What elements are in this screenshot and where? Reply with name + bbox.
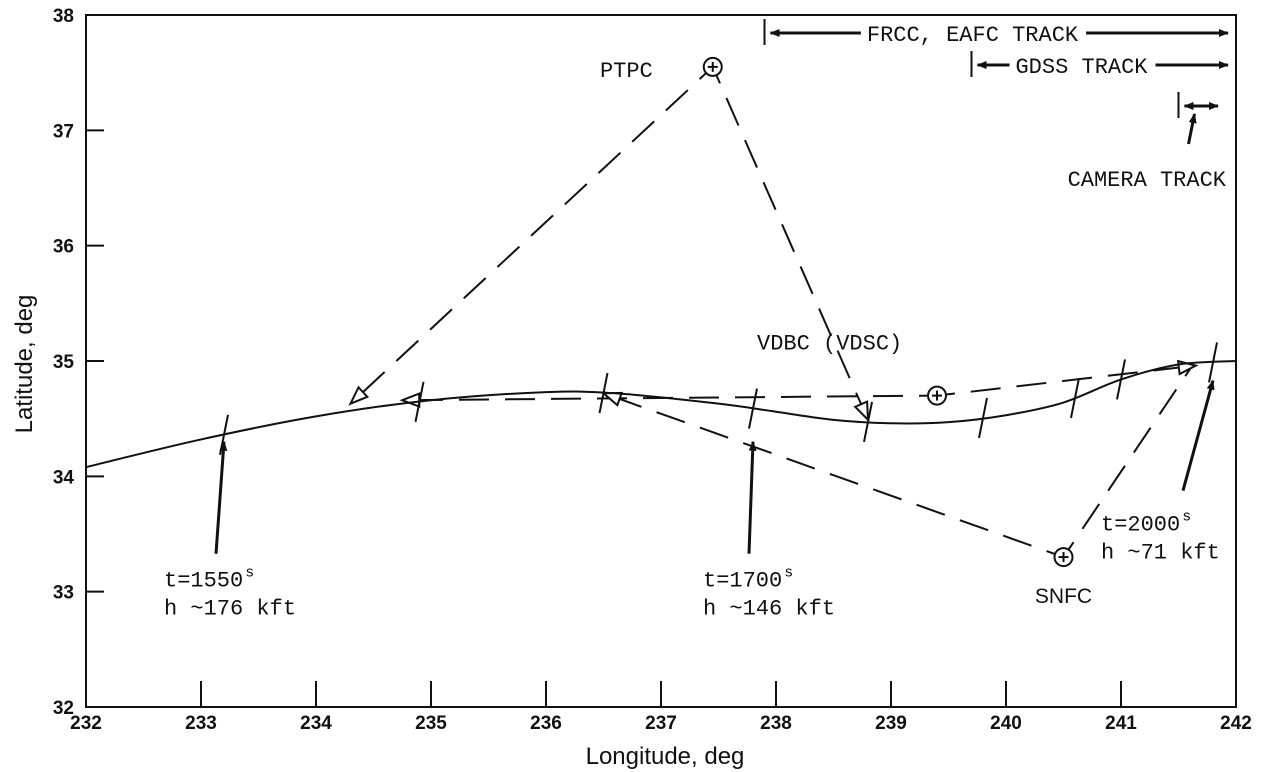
camera-pointer-arrow — [1187, 113, 1197, 145]
trajectory-time-tick — [414, 381, 425, 423]
x-tick-label: 240 — [990, 713, 1022, 734]
t1700-arrow — [747, 440, 757, 554]
y-tick-label: 38 — [53, 6, 74, 27]
axis-ticks: 232 233 234 235 236 237 238 239 240 241 242 32 33 34 3… — [53, 6, 1252, 734]
stations: PTPC VDBC (VDSC) SNFC — [600, 56, 1092, 608]
t2000-time-label: t=2000 — [1101, 513, 1180, 538]
trajectory-time-tick — [598, 372, 609, 414]
sight-line — [711, 66, 869, 421]
x-tick-label: 232 — [70, 713, 102, 734]
y-tick-label: 34 — [53, 467, 75, 488]
x-tick-label: 236 — [530, 713, 562, 734]
y-axis-title: Latitude, deg — [11, 295, 38, 434]
vdbc-label: VDBC (VDSC) — [757, 332, 902, 357]
trajectory-time-tick — [748, 388, 758, 429]
t2000-time-unit: s — [1182, 509, 1191, 526]
trajectory-time-tick — [1208, 342, 1218, 383]
trajectory-time-tick — [1070, 377, 1080, 419]
y-tick-label: 37 — [53, 121, 74, 142]
frcc-eafc-label: FRCC, EAFC TRACK — [867, 23, 1079, 48]
x-tick-label: 237 — [645, 713, 677, 734]
x-axis-title: Longitude, deg — [586, 743, 745, 770]
open-arrowhead — [853, 400, 870, 423]
trajectory-line — [85, 360, 1237, 469]
t1700-time-unit: s — [784, 565, 793, 582]
t1550-time-unit: s — [245, 565, 254, 582]
x-tick-label: 242 — [1220, 713, 1252, 734]
t1700-time-label: t=1700 — [703, 569, 782, 594]
gdss-label: GDSS TRACK — [1015, 55, 1148, 80]
y-tick-label: 32 — [53, 698, 74, 719]
x-tick-label: 233 — [185, 713, 217, 734]
sight-line — [603, 392, 1064, 559]
sight-lines — [348, 66, 1199, 559]
y-tick-label: 33 — [53, 583, 74, 604]
x-tick-label: 239 — [875, 713, 907, 734]
trajectory-time-tick — [1116, 359, 1126, 400]
y-tick-label: 36 — [53, 237, 74, 258]
sight-line — [936, 364, 1196, 397]
camera-label: CAMERA TRACK — [1068, 168, 1227, 193]
t1550-time-label: t=1550 — [164, 569, 243, 594]
x-tick-label: 234 — [300, 713, 332, 734]
snfc-label: SNFC — [1035, 585, 1092, 608]
x-tick-label: 238 — [760, 713, 792, 734]
trajectory — [85, 342, 1237, 469]
trajectory-time-tick — [863, 401, 873, 443]
open-arrowhead — [399, 392, 421, 409]
x-tick-label: 241 — [1105, 713, 1137, 734]
ptpc-label: PTPC — [600, 59, 653, 84]
t1550-arrow — [214, 440, 228, 554]
sight-line — [349, 66, 714, 405]
y-tick-label: 35 — [53, 352, 75, 373]
sight-line — [1062, 368, 1191, 558]
tracking-ranges: FRCC, EAFC TRACK GDSS TRACK CAMERA TRACK — [763, 19, 1229, 193]
t2000-altitude-label: h ~71 kft — [1101, 541, 1220, 566]
open-arrowhead — [348, 385, 370, 406]
x-tick-label: 235 — [415, 713, 447, 734]
trajectory-time-tick — [978, 397, 988, 439]
t1550-altitude-label: h ~176 kft — [164, 597, 296, 622]
t1700-altitude-label: h ~146 kft — [703, 597, 835, 622]
t2000-arrow — [1181, 379, 1215, 492]
